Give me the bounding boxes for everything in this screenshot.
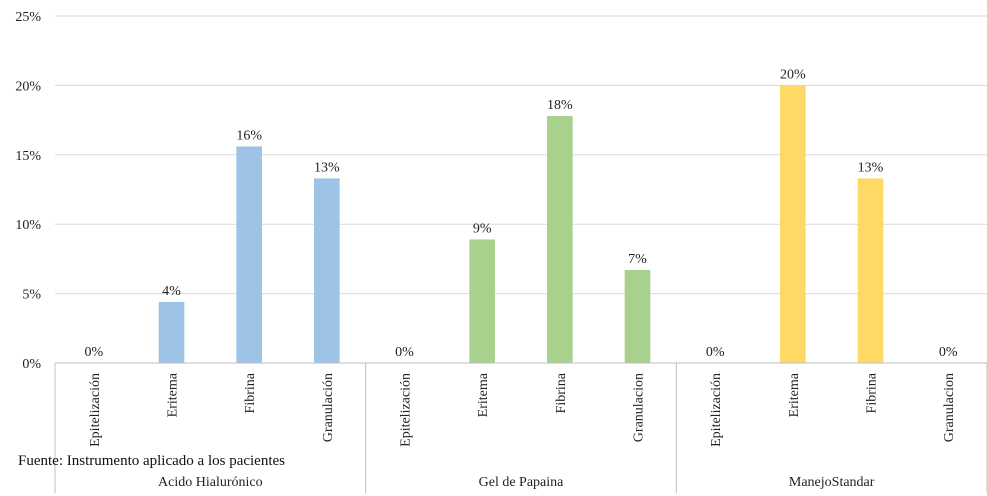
y-tick-label: 0% [22,357,41,372]
data-label: 7% [628,252,647,267]
bar [314,178,340,363]
category-label: Epitelización [88,373,103,447]
data-label: 0% [939,345,958,360]
bar [469,239,495,363]
y-tick-label: 20% [15,79,41,94]
y-axis-ticks: 0% 5% 10% 15% 20% 25% [15,10,41,372]
y-tick-label: 15% [15,149,41,164]
bars [158,85,884,364]
group-label: ManejoStandar [789,475,875,490]
group-labels: Acido Hialurónico Gel de Papaina ManejoSta… [158,475,875,490]
category-labels: Epitelización Eritema Fibrina Granulación Ep… [88,372,957,447]
category-label: Fibrina [865,372,880,413]
data-label: 0% [395,345,414,360]
group-label: Acido Hialurónico [158,475,263,490]
category-label: Epitelización [709,373,724,447]
category-label: Granulacion [632,373,647,442]
category-label: Fibrina [554,372,569,413]
data-label: 13% [858,160,884,175]
data-label: 0% [706,345,725,360]
category-label: Granulacion [942,373,957,442]
group-label: Gel de Papaina [479,475,565,490]
gridlines [55,15,987,295]
data-label: 20% [780,67,806,82]
source-note: Fuente: Instrumento aplicado a los pacie… [18,453,286,469]
data-label: 9% [473,221,492,236]
category-label: Eritema [787,372,802,417]
category-label: Granulación [321,373,336,442]
data-label: 13% [314,160,340,175]
data-label: 18% [547,98,573,113]
bar [236,146,262,363]
data-label: 16% [236,128,262,143]
y-tick-label: 5% [22,288,41,303]
bar [857,178,884,363]
category-label: Eritema [166,372,181,417]
data-label: 4% [162,284,181,299]
y-tick-label: 25% [15,10,41,25]
bar [158,301,185,363]
category-label: Epitelización [399,373,414,447]
bar [547,115,573,363]
bar [780,85,806,364]
x-axis [54,362,987,493]
data-labels: 0% 4% 16% 13% 0% 9% 18% 7% 0% 20% 13% 0% [84,67,957,360]
bar [624,270,651,363]
category-label: Eritema [476,372,491,417]
category-label: Fibrina [243,372,258,413]
y-tick-label: 10% [15,218,41,233]
data-label: 0% [84,345,103,360]
